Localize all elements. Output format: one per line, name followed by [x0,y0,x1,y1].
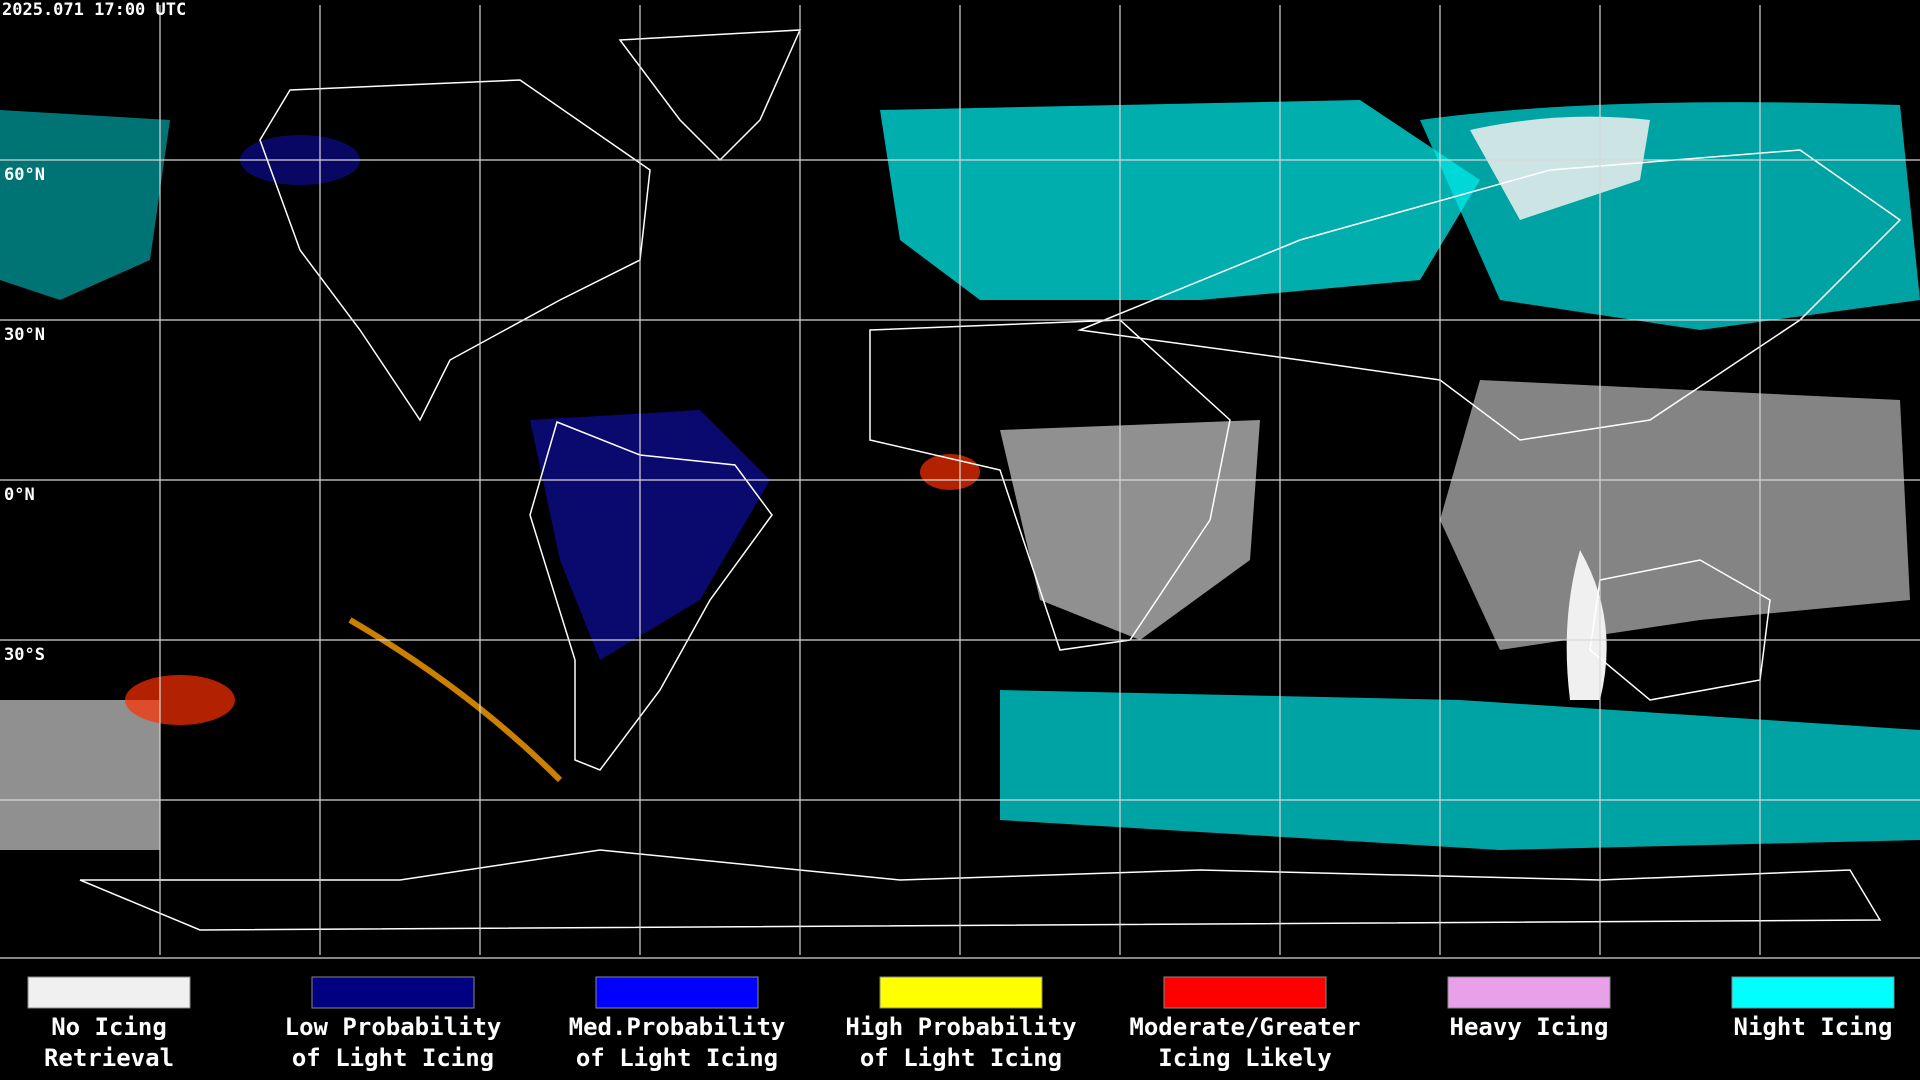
coastline [259,79,651,422]
no-retrieval-region [1470,116,1650,220]
legend-label: of Light Icing [860,1044,1062,1072]
latitude-label: 30°N [4,325,45,345]
cloud-field [0,100,1920,850]
coastline [869,319,1231,651]
legend-label: Moderate/Greater [1129,1013,1360,1041]
graticule [0,5,1920,959]
legend-label: Low Probability [285,1013,502,1041]
legend-swatch [879,976,1043,1009]
legend-swatch [27,976,191,1009]
legend-swatch [1163,976,1327,1009]
legend-swatch [595,976,759,1009]
latitude-label: 30°S [4,645,45,665]
no-retrieval-region [1440,380,1910,650]
no-retrieval-region [0,700,160,850]
coastline [79,849,1882,931]
legend-label: Night Icing [1734,1013,1893,1041]
legend-label: Heavy Icing [1450,1013,1609,1041]
legend-swatch [1731,976,1895,1009]
icing-region [125,675,235,725]
legend-label: Icing Likely [1158,1044,1331,1072]
icing-region [530,410,770,660]
legend-label: of Light Icing [576,1044,778,1072]
legend-swatch [1447,976,1611,1009]
coastline [618,29,802,162]
legend-label: Med.Probability [569,1013,786,1041]
icing-band [348,617,563,783]
timestamp: 2025.071 17:00 UTC [2,0,186,20]
night-region [880,100,1480,300]
legend-label: No Icing [51,1013,167,1041]
no-retrieval-region [1566,550,1607,700]
legend-swatch [311,976,475,1009]
legend-label: High Probability [845,1013,1076,1041]
legend-label: of Light Icing [292,1044,494,1072]
night-region [0,110,170,300]
coastline [529,420,773,771]
latitude-label: 60°N [4,165,45,185]
night-region [1000,690,1920,850]
latitude-labels: 60°N 30°N 0°N 30°S [4,165,45,665]
legend-label: Retrieval [44,1044,174,1072]
icing-region [920,454,980,490]
latitude-label: 0°N [4,485,35,505]
legend: No Icing Retrieval Low Probability of Light… [27,976,1895,1072]
no-retrieval-region [1000,420,1260,640]
